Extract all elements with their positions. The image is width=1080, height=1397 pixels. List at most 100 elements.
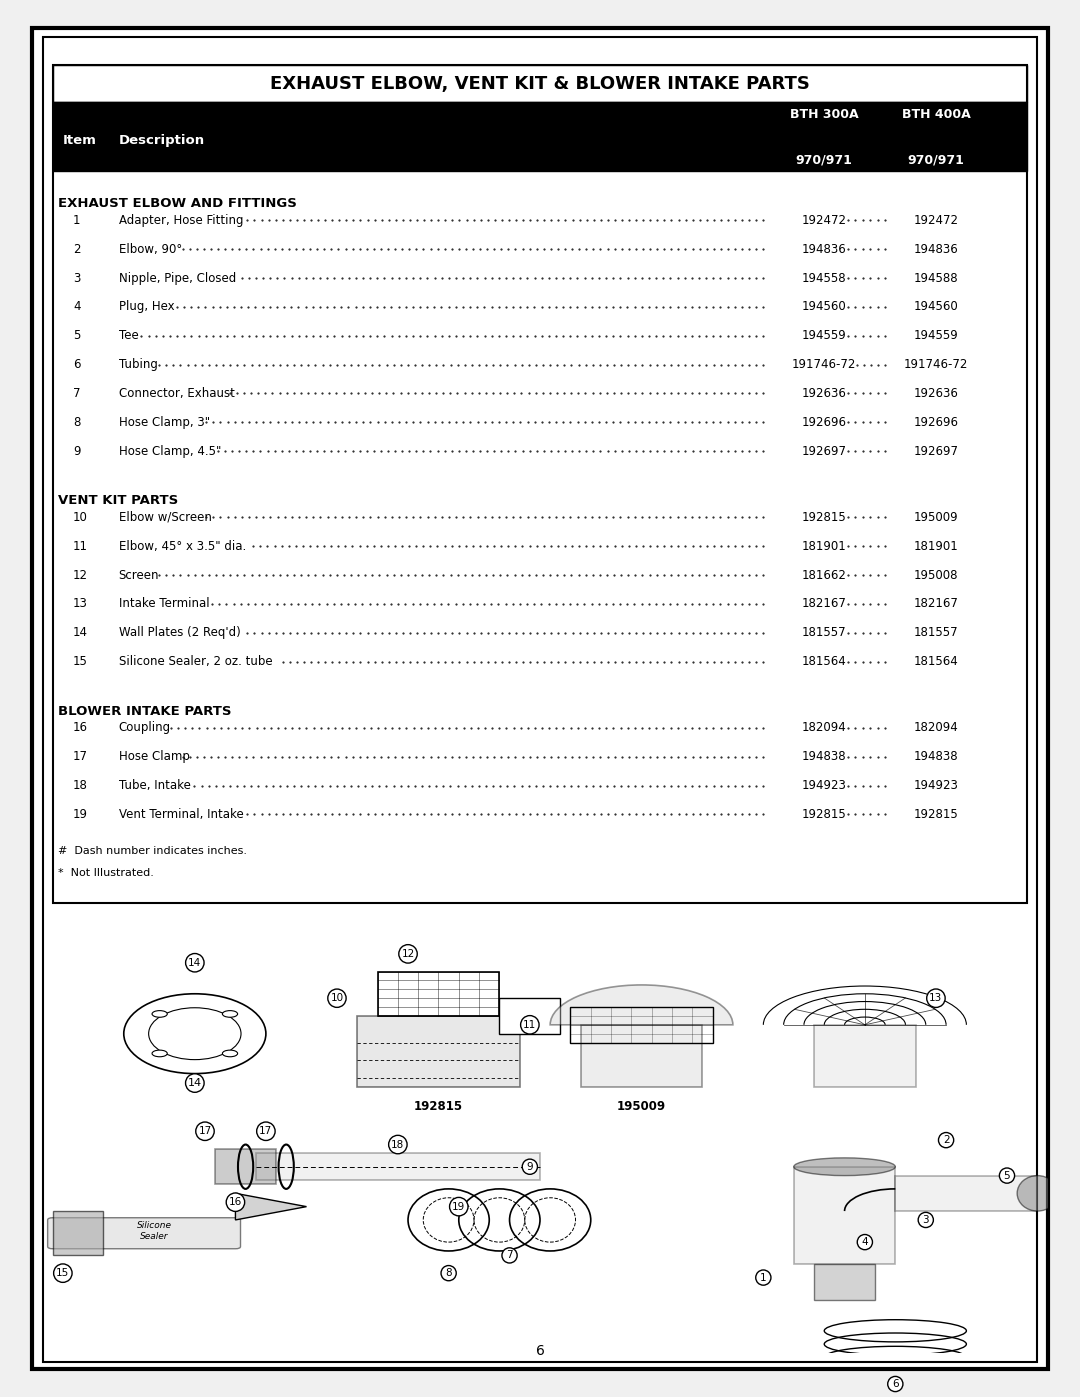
Text: 17: 17 [199,1126,212,1136]
Text: 181564: 181564 [914,655,958,668]
Text: Description: Description [119,134,205,147]
Text: 3: 3 [922,1215,929,1225]
Text: Screen: Screen [119,569,159,581]
Text: BTH 300A: BTH 300A [789,109,859,122]
FancyBboxPatch shape [794,1166,895,1264]
Text: 194560: 194560 [801,300,847,313]
Wedge shape [550,985,733,1025]
Text: Hose Clamp, 4.5": Hose Clamp, 4.5" [119,444,221,458]
FancyBboxPatch shape [53,102,1027,172]
Ellipse shape [1017,1176,1057,1211]
Text: 182094: 182094 [801,721,847,735]
Text: 194838: 194838 [914,750,958,763]
Text: 16: 16 [73,721,87,735]
Text: 15: 15 [56,1268,69,1278]
FancyBboxPatch shape [32,28,1048,1369]
Text: 7: 7 [507,1250,513,1260]
Text: 191746-72: 191746-72 [792,358,856,372]
Text: Plug, Hex: Plug, Hex [119,300,174,313]
Text: 1: 1 [73,214,81,226]
Text: 4: 4 [862,1238,868,1248]
Text: *  Not Illustrated.: * Not Illustrated. [58,868,153,877]
Text: 4: 4 [73,300,81,313]
Text: Elbow w/Screen: Elbow w/Screen [119,511,212,524]
Text: 194836: 194836 [801,243,847,256]
Ellipse shape [794,1158,895,1176]
Text: Silicone
Sealer: Silicone Sealer [137,1221,172,1241]
Text: 181557: 181557 [802,626,847,640]
Text: 9: 9 [527,1162,534,1172]
FancyBboxPatch shape [357,1016,519,1087]
Text: 1: 1 [760,1273,767,1282]
Text: 18: 18 [391,1140,405,1150]
Text: Adapter, Hose Fitting: Adapter, Hose Fitting [119,214,243,226]
Text: VENT KIT PARTS: VENT KIT PARTS [58,495,178,507]
Text: 182167: 182167 [914,598,958,610]
Text: 181901: 181901 [914,539,958,553]
Text: 11: 11 [73,539,87,553]
Text: Wall Plates (2 Req'd): Wall Plates (2 Req'd) [119,626,241,640]
Text: Hose Clamp: Hose Clamp [119,750,190,763]
Text: EXHAUST ELBOW AND FITTINGS: EXHAUST ELBOW AND FITTINGS [58,197,297,211]
Text: 194923: 194923 [801,780,847,792]
FancyBboxPatch shape [499,999,561,1034]
Text: Elbow, 45° x 3.5" dia.: Elbow, 45° x 3.5" dia. [119,539,246,553]
Text: 181901: 181901 [801,539,847,553]
Text: 17: 17 [73,750,87,763]
Text: Silicone Sealer, 2 oz. tube: Silicone Sealer, 2 oz. tube [119,655,272,668]
Text: 182094: 182094 [914,721,958,735]
Ellipse shape [222,1010,238,1017]
Text: 970/971: 970/971 [907,154,964,166]
Text: 2: 2 [73,243,81,256]
Text: Nipple, Pipe, Closed: Nipple, Pipe, Closed [119,271,235,285]
Text: 10: 10 [73,511,87,524]
Text: 3: 3 [73,271,80,285]
Text: 8: 8 [445,1268,451,1278]
Text: 192697: 192697 [801,444,847,458]
Text: 181564: 181564 [801,655,847,668]
Ellipse shape [152,1010,167,1017]
FancyBboxPatch shape [53,1211,104,1256]
Text: 6: 6 [73,358,81,372]
Text: 17: 17 [259,1126,272,1136]
Text: 19: 19 [73,807,87,821]
Text: 194559: 194559 [914,330,958,342]
Text: 192815: 192815 [801,511,847,524]
FancyBboxPatch shape [48,1218,241,1249]
FancyBboxPatch shape [215,1148,276,1185]
FancyBboxPatch shape [42,38,1038,1362]
Text: Item: Item [63,134,97,147]
Text: 2: 2 [943,1136,949,1146]
Text: 8: 8 [73,416,80,429]
Text: BTH 400A: BTH 400A [902,109,970,122]
Text: 192815: 192815 [914,807,958,821]
Text: 192472: 192472 [801,214,847,226]
Text: 194559: 194559 [801,330,847,342]
Text: 16: 16 [229,1197,242,1207]
Text: 194588: 194588 [914,271,958,285]
Text: 14: 14 [73,626,87,640]
Text: 192697: 192697 [914,444,958,458]
Ellipse shape [222,1051,238,1056]
Text: Tube, Intake: Tube, Intake [119,780,190,792]
Text: 194923: 194923 [914,780,958,792]
Polygon shape [235,1193,307,1220]
Text: 191746-72: 191746-72 [904,358,968,372]
Text: 14: 14 [188,958,202,968]
FancyBboxPatch shape [895,1176,1038,1211]
Text: Intake Terminal: Intake Terminal [119,598,210,610]
Text: 9: 9 [73,444,81,458]
Text: 181662: 181662 [801,569,847,581]
Text: 970/971: 970/971 [796,154,853,166]
Text: 192696: 192696 [801,416,847,429]
Text: 7: 7 [73,387,81,400]
Text: 194836: 194836 [914,243,958,256]
Text: 182167: 182167 [801,598,847,610]
Text: 5: 5 [73,330,80,342]
Text: 194560: 194560 [914,300,958,313]
Text: 6: 6 [892,1379,899,1389]
Ellipse shape [152,1051,167,1056]
Text: Connector, Exhaust: Connector, Exhaust [119,387,234,400]
Text: Hose Clamp, 3": Hose Clamp, 3" [119,416,210,429]
Text: 181557: 181557 [914,626,958,640]
